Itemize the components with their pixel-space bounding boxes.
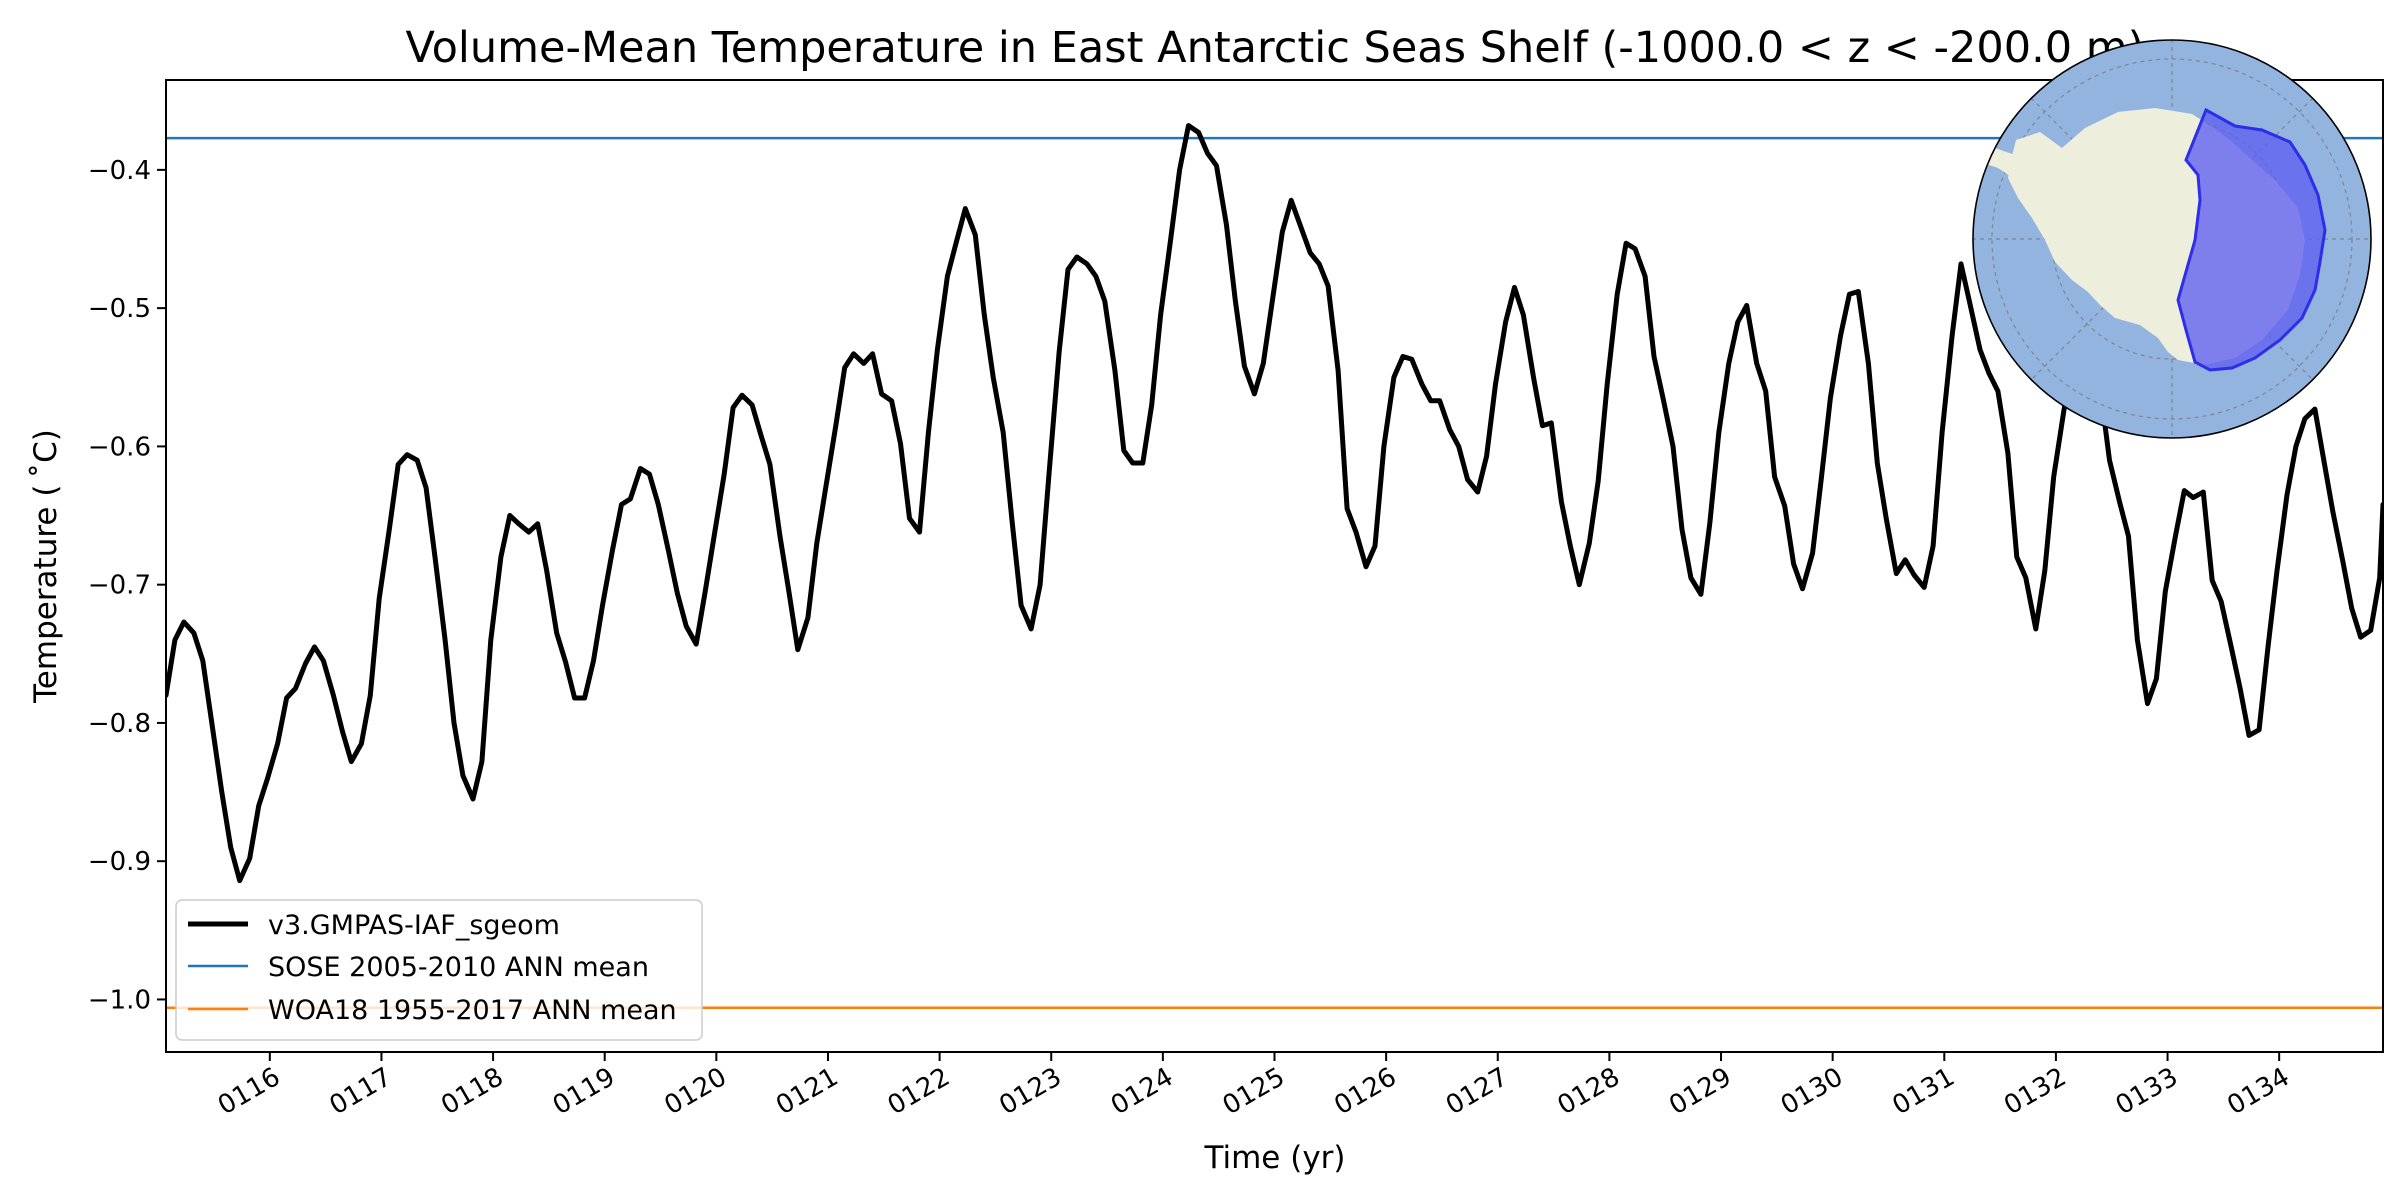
inset-globe-content — [1973, 40, 2371, 438]
legend-box — [175, 899, 703, 1041]
inset-border — [1972, 39, 2372, 439]
y-axis-ticks: −1.0 −0.9 −0.8 −0.7 −0.6 −0.5 −0.4 — [88, 156, 166, 1015]
y-tick-label: −0.6 — [88, 432, 151, 462]
inset-east-antarctic-region — [2176, 107, 2327, 372]
x-axis-label: Time (yr) — [1204, 1140, 1346, 1176]
y-axis-label: Temperature ( ˚C) — [28, 429, 64, 704]
series-line-0 — [166, 123, 2383, 884]
legend-label-woa18: WOA18 1955-2017 ANN mean — [268, 995, 677, 1026]
chart-title: Volume-Mean Temperature in East Antarcti… — [406, 23, 2145, 73]
y-tick-label: −0.7 — [88, 571, 151, 601]
legend: v3.GMPAS-IAF_sgeom SOSE 2005-2010 ANN me… — [175, 899, 703, 1041]
legend-label-sose: SOSE 2005-2010 ANN mean — [268, 952, 649, 983]
legend-label-model: v3.GMPAS-IAF_sgeom — [268, 910, 560, 941]
y-tick-label: −0.5 — [88, 294, 151, 324]
y-tick-label: −0.8 — [88, 709, 151, 739]
y-tick-label: −0.4 — [88, 156, 151, 186]
series-lines — [166, 123, 2383, 884]
inset-map — [1972, 39, 2372, 439]
y-tick-label: −0.9 — [88, 847, 151, 877]
y-tick-label: −1.0 — [88, 985, 151, 1015]
